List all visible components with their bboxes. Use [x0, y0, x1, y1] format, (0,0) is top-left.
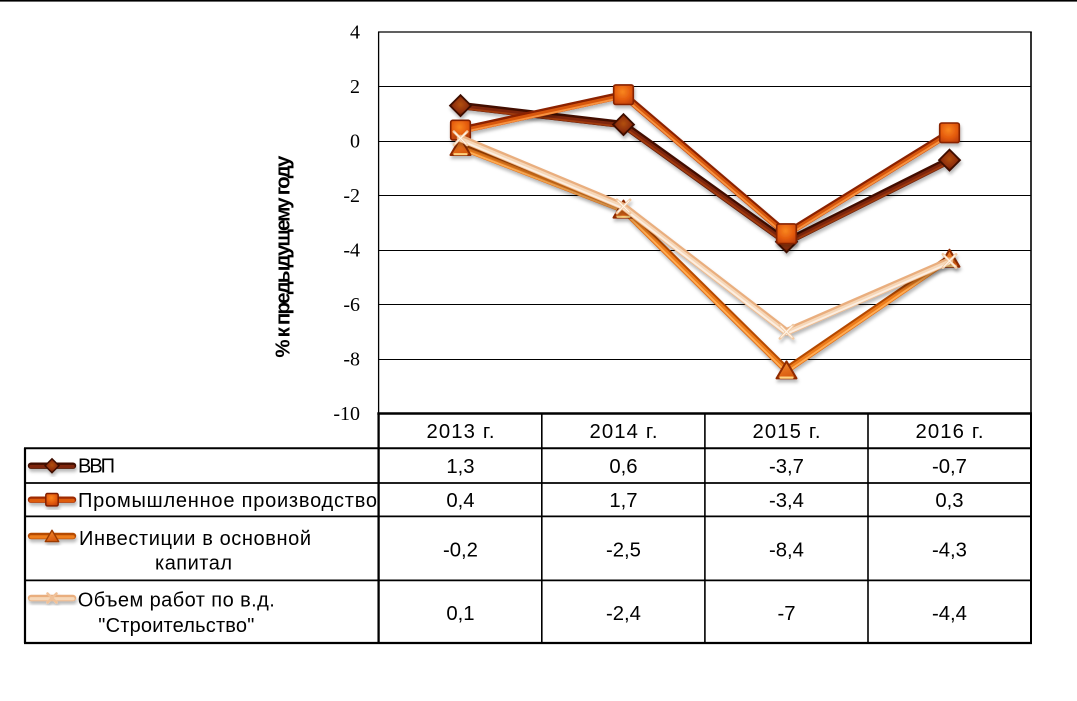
svg-text:-4,4: -4,4 — [932, 603, 967, 625]
svg-text:капитал: капитал — [155, 553, 232, 575]
svg-text:0,3: 0,3 — [935, 490, 963, 512]
svg-text:-8: -8 — [343, 349, 360, 371]
svg-text:-6: -6 — [343, 294, 360, 316]
svg-text:-7: -7 — [777, 603, 795, 625]
svg-text:Инвестиции в основной: Инвестиции в основной — [79, 528, 311, 550]
svg-text:-0,7: -0,7 — [932, 456, 967, 478]
svg-text:0,4: 0,4 — [446, 490, 474, 512]
svg-text:4: 4 — [350, 22, 360, 44]
svg-text:% к предыдущему году: % к предыдущему году — [272, 155, 295, 358]
svg-text:"Строительство": "Строительство" — [98, 615, 254, 637]
svg-text:Объем работ по в.д.: Объем работ по в.д. — [78, 590, 275, 612]
svg-text:-4,3: -4,3 — [932, 540, 967, 562]
svg-text:-3,4: -3,4 — [769, 490, 804, 512]
svg-text:0,1: 0,1 — [446, 603, 474, 625]
svg-text:2: 2 — [350, 76, 360, 98]
svg-text:2016 г.: 2016 г. — [916, 421, 984, 443]
svg-text:-4: -4 — [343, 240, 360, 262]
svg-text:2013 г.: 2013 г. — [427, 421, 495, 443]
svg-text:ВВП: ВВП — [78, 456, 115, 478]
svg-text:-10: -10 — [333, 403, 360, 425]
svg-text:1,3: 1,3 — [446, 456, 474, 478]
svg-text:2014 г.: 2014 г. — [590, 421, 658, 443]
svg-text:-8,4: -8,4 — [769, 540, 804, 562]
svg-text:0,6: 0,6 — [609, 456, 637, 478]
svg-text:-3,7: -3,7 — [769, 456, 804, 478]
svg-text:-2: -2 — [343, 185, 360, 207]
svg-text:1,7: 1,7 — [609, 490, 637, 512]
svg-text:Промышленное производство: Промышленное производство — [78, 490, 377, 512]
svg-text:2015 г.: 2015 г. — [753, 421, 821, 443]
svg-text:-2,5: -2,5 — [606, 540, 641, 562]
svg-text:0: 0 — [350, 131, 360, 153]
svg-text:-2,4: -2,4 — [606, 603, 641, 625]
svg-text:-0,2: -0,2 — [443, 540, 478, 562]
